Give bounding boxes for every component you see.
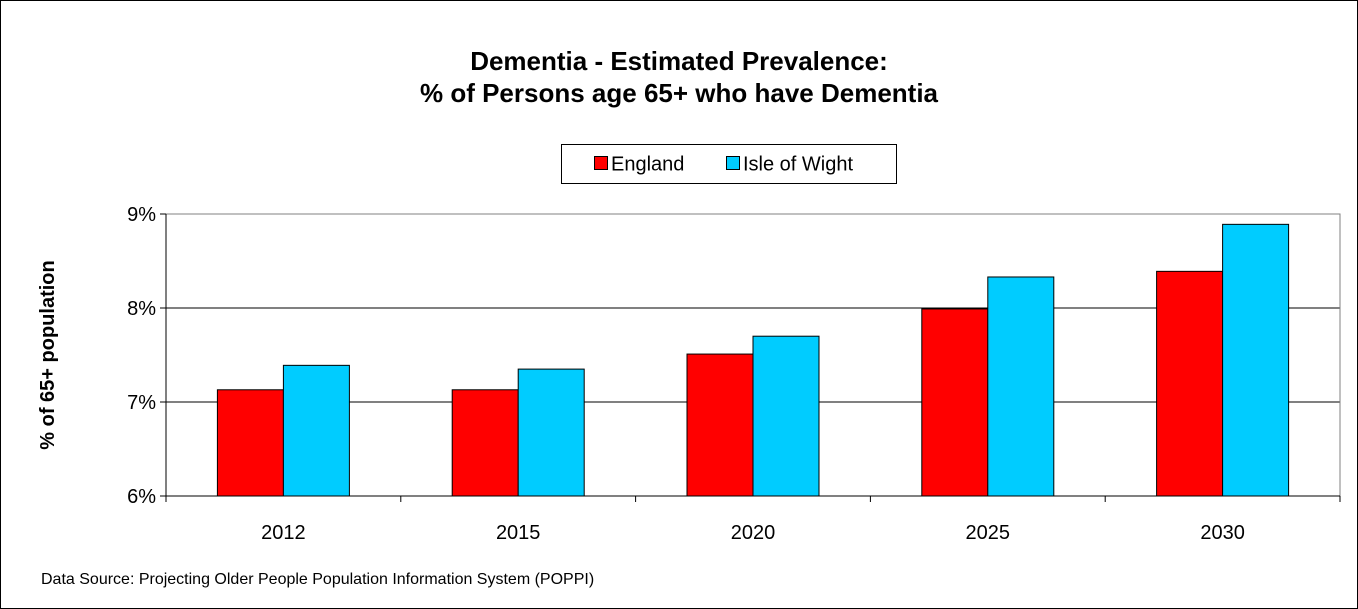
chart-subtitle: % of Persons age 65+ who have Dementia xyxy=(419,78,939,108)
legend-swatch-isle-of-wight xyxy=(726,155,740,170)
x-tick-label: 2012 xyxy=(261,522,306,544)
bar-isle-of-wight-2030 xyxy=(1222,223,1290,497)
y-tick-label: 9% xyxy=(127,204,156,226)
legend-swatch-england xyxy=(594,155,608,170)
x-tick-label: 2015 xyxy=(496,522,541,544)
legend-item-england: England xyxy=(594,145,684,183)
legend-label-england: England xyxy=(611,153,685,176)
chart-legend: England Isle of Wight xyxy=(561,144,897,184)
chart-title: Dementia - Estimated Prevalence: xyxy=(470,46,888,76)
x-tick-label: 2025 xyxy=(966,522,1011,544)
bar-isle-of-wight-2015 xyxy=(517,368,585,497)
bar-england-2020 xyxy=(686,353,754,497)
legend-label-isle-of-wight: Isle of Wight xyxy=(743,153,854,176)
x-tick-label: 2020 xyxy=(731,522,776,544)
legend-item-isle-of-wight: Isle of Wight xyxy=(726,145,853,183)
y-tick-label: 7% xyxy=(127,392,156,414)
data-source-note: Data Source: Projecting Older People Pop… xyxy=(41,571,595,588)
bar-isle-of-wight-2012 xyxy=(282,364,350,497)
bar-isle-of-wight-2020 xyxy=(752,335,820,497)
bar-england-2015 xyxy=(451,389,519,497)
chart-title-block: Dementia - Estimated Prevalence: % of Pe… xyxy=(0,45,1358,109)
y-tick-label: 6% xyxy=(127,486,156,508)
bar-england-2012 xyxy=(216,389,284,497)
bar-isle-of-wight-2025 xyxy=(987,276,1055,497)
y-tick-label: 8% xyxy=(127,298,156,320)
bar-england-2030 xyxy=(1156,270,1224,497)
x-tick-label: 2030 xyxy=(1200,522,1245,544)
bar-england-2025 xyxy=(921,308,989,497)
y-axis-title: % of 65+ population xyxy=(37,260,59,449)
